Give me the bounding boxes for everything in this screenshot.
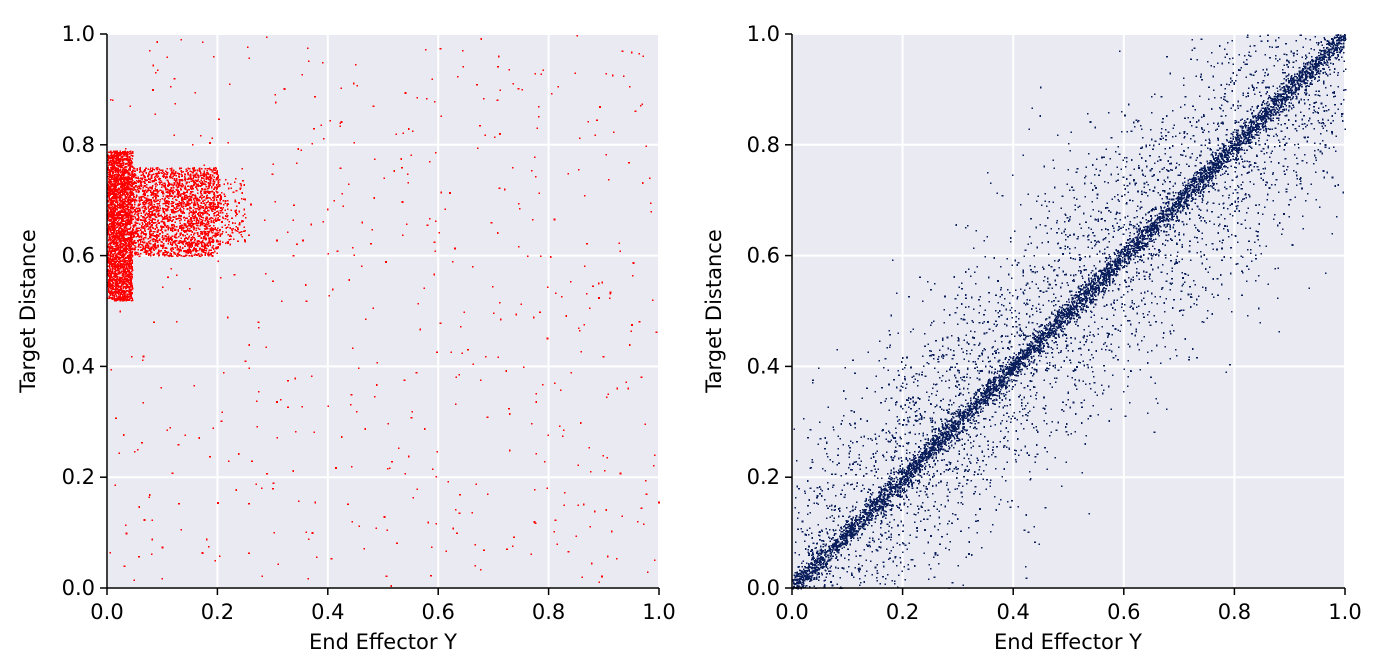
left-scatter-points xyxy=(107,150,134,302)
right-y-axis-label: Target Distance xyxy=(702,229,726,393)
left-y-tick-label: 0.4 xyxy=(62,354,95,378)
left-x-tick-label: 0.6 xyxy=(421,600,454,624)
right-x-tick-label: 1.0 xyxy=(1328,600,1361,624)
right-x-tick-label: 0.8 xyxy=(1218,600,1251,624)
right-data-points xyxy=(792,34,1347,590)
right-y-tick-label: 1.0 xyxy=(747,22,780,46)
right-x-tick-label: 0.0 xyxy=(775,600,808,624)
left-x-tick-label: 0.8 xyxy=(532,600,565,624)
right-x-tick-label: 0.2 xyxy=(886,600,919,624)
left-scatter-points xyxy=(131,167,219,258)
left-scatter-points xyxy=(217,178,247,246)
right-x-tick-label: 0.6 xyxy=(1107,600,1140,624)
left-y-axis-label: Target Distance xyxy=(16,229,40,393)
right-x-axis-label: End Effector Y xyxy=(994,630,1142,654)
left-y-tick-label: 0.0 xyxy=(62,576,95,600)
right-scatter-plot: 0.0 0.2 0.4 0.6 0.8 1.0 0.0 0.2 0.4 0.6 0.8 1.0 End… xyxy=(702,22,1362,654)
right-y-tick-label: 0.2 xyxy=(747,465,780,489)
right-y-tick-label: 0.0 xyxy=(747,576,780,600)
right-y-tick-label: 0.6 xyxy=(747,244,780,268)
right-y-tick-label: 0.4 xyxy=(747,354,780,378)
left-grid xyxy=(106,33,660,589)
left-y-tick-label: 0.2 xyxy=(62,465,95,489)
left-y-tick-label: 0.8 xyxy=(62,133,95,157)
right-y-tick-label: 0.8 xyxy=(747,133,780,157)
left-scatter-plot: 0.0 0.2 0.4 0.6 0.8 1.0 0.0 0.2 0.4 0.6 0.8 1.0 End… xyxy=(16,22,676,654)
left-data-points xyxy=(107,35,660,587)
left-y-tick-label: 1.0 xyxy=(62,22,95,46)
left-x-axis-label: End Effector Y xyxy=(309,630,457,654)
left-x-tick-label: 0.0 xyxy=(90,600,123,624)
right-scatter-points xyxy=(792,34,1347,590)
right-axes: 0.0 0.2 0.4 0.6 0.8 1.0 0.0 0.2 0.4 0.6 0.8 1.0 xyxy=(747,22,1362,624)
left-y-tick-label: 0.6 xyxy=(62,244,95,268)
left-x-tick-label: 1.0 xyxy=(642,600,675,624)
left-axes: 0.0 0.2 0.4 0.6 0.8 1.0 0.0 0.2 0.4 0.6 0.8 1.0 xyxy=(62,22,676,624)
right-x-tick-label: 0.4 xyxy=(996,600,1029,624)
left-x-tick-label: 0.4 xyxy=(311,600,344,624)
left-x-tick-label: 0.2 xyxy=(201,600,234,624)
left-plot-background xyxy=(107,34,659,588)
